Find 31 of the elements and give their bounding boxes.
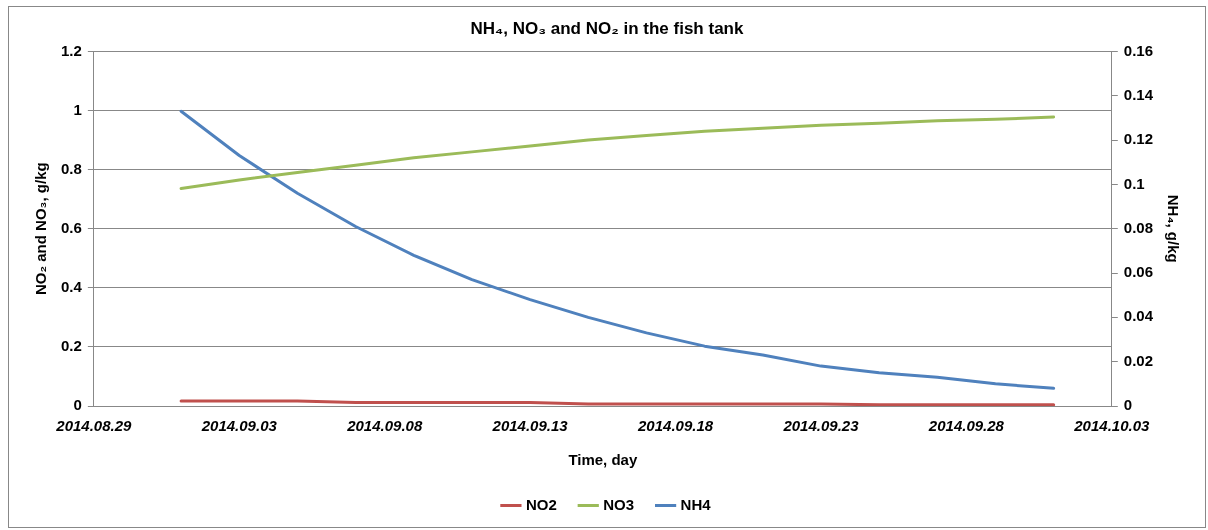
y2-axis-title: NH₄, g/kg bbox=[1164, 194, 1182, 263]
y2-tick-label: 0.1 bbox=[1123, 174, 1145, 192]
y-tick-label: 1 bbox=[73, 100, 82, 118]
y-tick-label: 1.2 bbox=[60, 41, 82, 59]
y-tick-label: 0.4 bbox=[60, 277, 83, 295]
y-tick-label: 0.6 bbox=[60, 218, 82, 236]
y-tick-label: 0.8 bbox=[60, 159, 82, 177]
y2-tick-label: 0.14 bbox=[1123, 85, 1154, 103]
legend-label: NO2 bbox=[525, 495, 557, 513]
x-tick-label: 2014.10.03 bbox=[1073, 417, 1150, 435]
x-tick-label: 2014.09.23 bbox=[782, 417, 860, 435]
y-tick-label: 0.2 bbox=[60, 337, 82, 355]
x-axis-title: Time, day bbox=[568, 451, 638, 469]
y2-tick-label: 0.02 bbox=[1123, 351, 1154, 369]
x-tick-label: 2014.08.29 bbox=[55, 417, 133, 435]
legend-label: NH4 bbox=[680, 495, 712, 513]
y2-tick-label: 0.08 bbox=[1123, 218, 1154, 236]
x-tick-label: 2014.09.13 bbox=[491, 417, 569, 435]
x-tick-label: 2014.09.03 bbox=[200, 417, 278, 435]
y-tick-label: 0 bbox=[73, 396, 82, 414]
chart-title: NH₄, NO₃ and NO₂ in the fish tank bbox=[470, 18, 744, 38]
legend-label: NO3 bbox=[603, 495, 635, 513]
y2-tick-label: 0.12 bbox=[1123, 130, 1154, 148]
x-tick-label: 2014.09.08 bbox=[346, 417, 423, 435]
y2-tick-label: 0.06 bbox=[1123, 263, 1154, 281]
y2-tick-label: 0 bbox=[1123, 396, 1133, 414]
x-tick-label: 2014.09.18 bbox=[637, 417, 714, 435]
x-tick-label: 2014.09.28 bbox=[927, 417, 1005, 435]
y2-tick-label: 0.16 bbox=[1123, 41, 1154, 59]
y2-tick-label: 0.04 bbox=[1123, 307, 1154, 325]
y-axis-title: NO₂ and NO₃, g/kg bbox=[32, 162, 50, 296]
